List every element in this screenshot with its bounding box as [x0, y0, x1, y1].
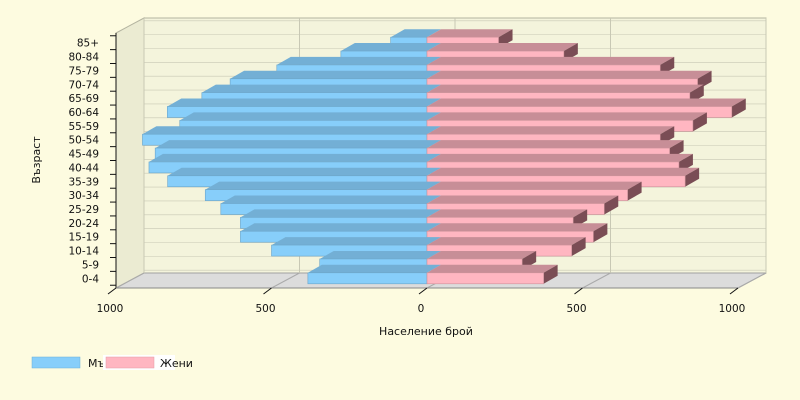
y-tick-label-70-74: 70-74: [68, 79, 99, 91]
axes: [107, 33, 739, 295]
y-tick-label-30-34: 30-34: [68, 190, 99, 202]
x-tick: [418, 287, 428, 295]
y-tick-label-10-14: 10-14: [68, 246, 99, 258]
y-tick-label-15-19: 15-19: [68, 232, 99, 244]
y-tick-label-55-59: 55-59: [68, 121, 99, 133]
bar-male-0-4: [307, 264, 441, 285]
x-tick: [263, 287, 272, 295]
x-tick: [574, 287, 583, 295]
y-tick-labels: 0-4 5-910-14 15-19 20-24 25-29 30-34 35-39 40-4…: [68, 38, 99, 286]
bar-top-face: [155, 140, 441, 149]
bars: [142, 29, 746, 285]
x-tick-label: 500: [255, 303, 275, 315]
y-tick-label-20-24: 20-24: [68, 218, 99, 230]
bar-top-face: [427, 84, 704, 93]
bar-female-0-4: [426, 264, 558, 285]
bar-side-face: [692, 112, 707, 132]
legend: Мъже Жени: [31, 355, 193, 370]
bar-side-face: [543, 264, 558, 284]
bar-top-face: [427, 126, 675, 135]
bar-top-face: [427, 29, 513, 38]
bar-female-25-29: [426, 195, 619, 215]
bar-side-face: [593, 223, 608, 243]
bar-top-face: [179, 112, 441, 121]
bar-top-face: [307, 264, 441, 273]
bar-top-face: [340, 43, 441, 52]
bar-top-face: [271, 237, 441, 246]
bar-top-face: [427, 153, 693, 162]
x-tick-label: 0: [418, 303, 425, 315]
bar-top-face: [220, 195, 441, 204]
x-tick: [729, 287, 739, 295]
bar-top-face: [427, 98, 746, 107]
bar-top-face: [427, 237, 586, 246]
y-tick-label-75-79: 75-79: [68, 65, 99, 77]
bar-top-face: [390, 29, 441, 38]
bar-top-face: [205, 181, 441, 190]
bar-top-face: [427, 43, 578, 52]
bar-side-face: [731, 98, 746, 118]
bar-top-face: [201, 84, 441, 93]
bar-top-face: [427, 70, 712, 79]
x-tick-labels: 1000 500 0 500 1000: [97, 303, 746, 315]
y-axis-title: Възраст: [30, 136, 43, 184]
y-tick-label-85+: 85+: [77, 38, 99, 50]
bar-top-face: [240, 223, 441, 232]
y-tick-label-35-39: 35-39: [68, 176, 99, 188]
x-tick-label: 1000: [719, 303, 746, 315]
bar-front-face: [307, 272, 428, 285]
bar-top-face: [427, 112, 707, 121]
bar-top-face: [427, 264, 558, 273]
bar-top-face: [427, 223, 608, 232]
x-tick-label: 1000: [97, 303, 124, 315]
y-tick-label-5-9: 5-9: [82, 259, 99, 271]
bar-top-face: [427, 195, 619, 204]
legend-swatch-female: [105, 356, 155, 369]
y-tick-label-65-69: 65-69: [68, 93, 99, 105]
bar-top-face: [230, 70, 441, 79]
bar-female-15-19: [426, 223, 608, 243]
bar-side-face: [571, 237, 586, 257]
x-axis-title: Население брой: [379, 325, 473, 338]
bar-top-face: [427, 181, 642, 190]
y-tick-label-45-49: 45-49: [68, 149, 99, 161]
y-tick-label-0-4: 0-4: [82, 273, 99, 285]
legend-label-female: Жени: [160, 357, 193, 370]
bar-top-face: [427, 250, 537, 259]
x-tick: [107, 287, 117, 295]
bar-top-face: [142, 126, 441, 135]
floor-gridline: [582, 272, 611, 289]
plot-left-wall: [115, 17, 145, 289]
bar-top-face: [427, 209, 588, 218]
bar-top-face: [427, 56, 675, 65]
x-tick-label: 500: [566, 303, 586, 315]
bar-top-face: [167, 167, 441, 176]
y-tick-label-25-29: 25-29: [68, 204, 99, 216]
bar-side-face: [685, 167, 700, 187]
y-tick-label-80-84: 80-84: [68, 52, 99, 64]
bar-female-70-74: [426, 70, 712, 91]
bar-front-face: [426, 272, 544, 285]
bar-top-face: [276, 56, 441, 65]
bar-female-30-34: [426, 181, 642, 201]
bar-top-face: [240, 209, 441, 218]
bar-top-face: [427, 167, 700, 176]
bar-top-face: [319, 250, 441, 259]
floor-gridline: [271, 272, 300, 289]
legend-swatch-male: [31, 356, 81, 369]
bar-side-face: [604, 195, 619, 215]
y-tick-label-60-64: 60-64: [68, 107, 99, 119]
floor-gridline: [115, 272, 145, 289]
bar-side-face: [627, 181, 642, 201]
y-tick-label-50-54: 50-54: [68, 135, 99, 147]
bar-top-face: [427, 140, 684, 149]
y-tick-label-40-44: 40-44: [68, 162, 99, 174]
bar-female-65-69: [426, 84, 704, 104]
bar-top-face: [148, 153, 441, 162]
floor-gridline: [737, 272, 767, 289]
bar-top-face: [167, 98, 441, 107]
